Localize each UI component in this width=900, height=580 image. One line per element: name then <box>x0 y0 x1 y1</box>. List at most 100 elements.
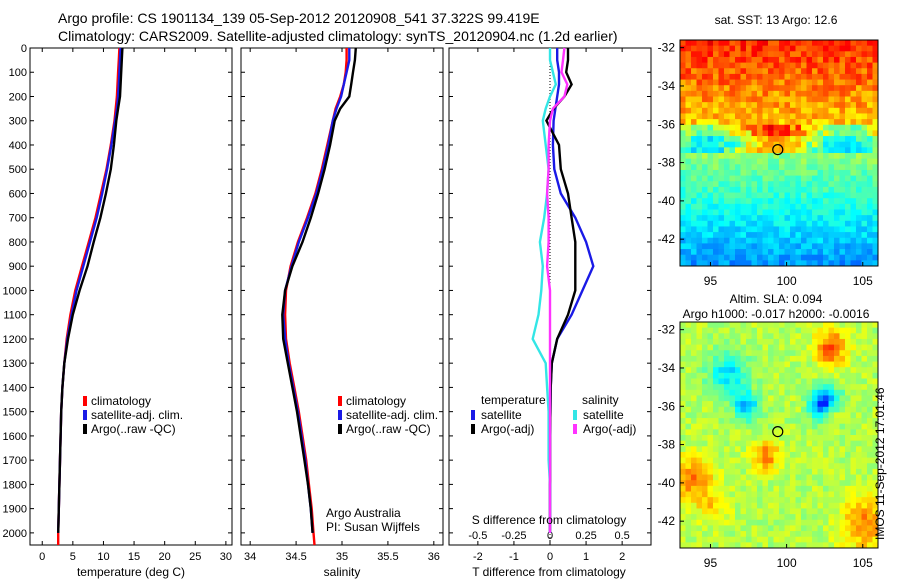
map-cell <box>768 491 775 498</box>
map-cell <box>746 107 753 115</box>
map-cell <box>751 40 758 47</box>
map-cell <box>823 542 830 548</box>
map-lat-tick-label: -38 <box>658 156 676 170</box>
map-cell <box>696 531 703 538</box>
map-cell <box>746 186 753 194</box>
map-cell <box>762 40 769 47</box>
legend-header-salinity: salinity <box>582 393 619 407</box>
x-tick-label: 35 <box>336 551 348 563</box>
map-cell <box>729 136 736 143</box>
map-cell <box>757 491 764 498</box>
map-cell <box>812 220 819 228</box>
map-cell <box>845 531 852 538</box>
map-cell <box>707 40 714 47</box>
map-cell <box>779 389 786 397</box>
map-cell <box>757 119 764 126</box>
map-cell <box>718 130 725 137</box>
map-cell <box>861 355 868 363</box>
map-cell <box>834 389 841 397</box>
map-cell <box>828 164 835 171</box>
map-cell <box>735 169 742 177</box>
map-cell <box>828 56 835 64</box>
legend-header-temperature: temperature <box>481 393 546 407</box>
map-cell <box>867 474 874 481</box>
map-cell <box>795 401 802 408</box>
map-cell <box>718 226 725 233</box>
map-cell <box>779 350 786 357</box>
map-cell <box>834 96 841 103</box>
map-cell <box>735 361 742 368</box>
map-cell <box>762 333 769 340</box>
map-cell <box>729 502 736 510</box>
map-cell <box>790 519 797 526</box>
map-cell <box>861 40 868 47</box>
map-cell <box>696 367 703 374</box>
map-cell <box>872 333 878 340</box>
map-cell <box>773 508 780 515</box>
map-cell <box>691 378 698 385</box>
map-cell <box>735 491 742 498</box>
map-cell <box>713 418 720 425</box>
map-cell <box>801 158 808 165</box>
map-cell <box>817 113 824 120</box>
map-cell <box>801 124 808 131</box>
map-cell <box>861 412 868 419</box>
map-cell <box>823 372 830 380</box>
map-cell <box>861 181 868 188</box>
map-cell <box>790 186 797 194</box>
map-cell <box>784 40 791 47</box>
map-cell <box>746 147 753 154</box>
map-cell <box>812 232 819 239</box>
map-cell <box>801 322 808 329</box>
map-cell <box>817 102 824 109</box>
map-cell <box>784 446 791 453</box>
map-cell <box>757 378 764 385</box>
map-cell <box>817 51 824 58</box>
map-cell <box>680 243 687 250</box>
map-cell <box>762 519 769 526</box>
map-cell <box>872 525 878 532</box>
map-cell <box>850 327 857 334</box>
map-cell <box>850 130 857 137</box>
map-cell <box>718 361 725 368</box>
map-cell <box>828 141 835 148</box>
map-cell <box>845 181 852 188</box>
map-cell <box>790 124 797 131</box>
map-cell <box>702 440 709 447</box>
map-cell <box>834 249 841 256</box>
map-cell <box>806 322 813 329</box>
map-cell <box>856 158 863 165</box>
map-cell <box>867 327 874 334</box>
map-cell <box>740 429 747 436</box>
map-cell <box>702 79 709 86</box>
map-cell <box>872 90 878 98</box>
map-cell <box>751 344 758 351</box>
map-cell <box>845 260 852 266</box>
map-cell <box>861 451 868 459</box>
map-cell <box>828 322 835 329</box>
map-cell <box>718 51 725 58</box>
map-cell <box>779 412 786 419</box>
map-cell <box>685 249 692 256</box>
map-cell <box>867 514 874 521</box>
map-cell <box>795 243 802 250</box>
map-cell <box>806 220 813 228</box>
map-cell <box>801 514 808 521</box>
map-cell <box>806 474 813 481</box>
map-cell <box>724 401 731 408</box>
map-cell <box>685 344 692 351</box>
map-cell <box>779 96 786 103</box>
map-cell <box>773 192 780 199</box>
map-cell <box>729 56 736 64</box>
map-cell <box>845 51 852 58</box>
map-cell <box>680 440 687 447</box>
map-cell <box>768 198 775 205</box>
map-cell <box>839 389 846 397</box>
map-cell <box>801 384 808 391</box>
map-cell <box>702 158 709 165</box>
map-cell <box>707 164 714 171</box>
map-cell <box>784 508 791 515</box>
map-cell <box>845 243 852 250</box>
map-cell <box>828 502 835 510</box>
map-cell <box>707 395 714 402</box>
